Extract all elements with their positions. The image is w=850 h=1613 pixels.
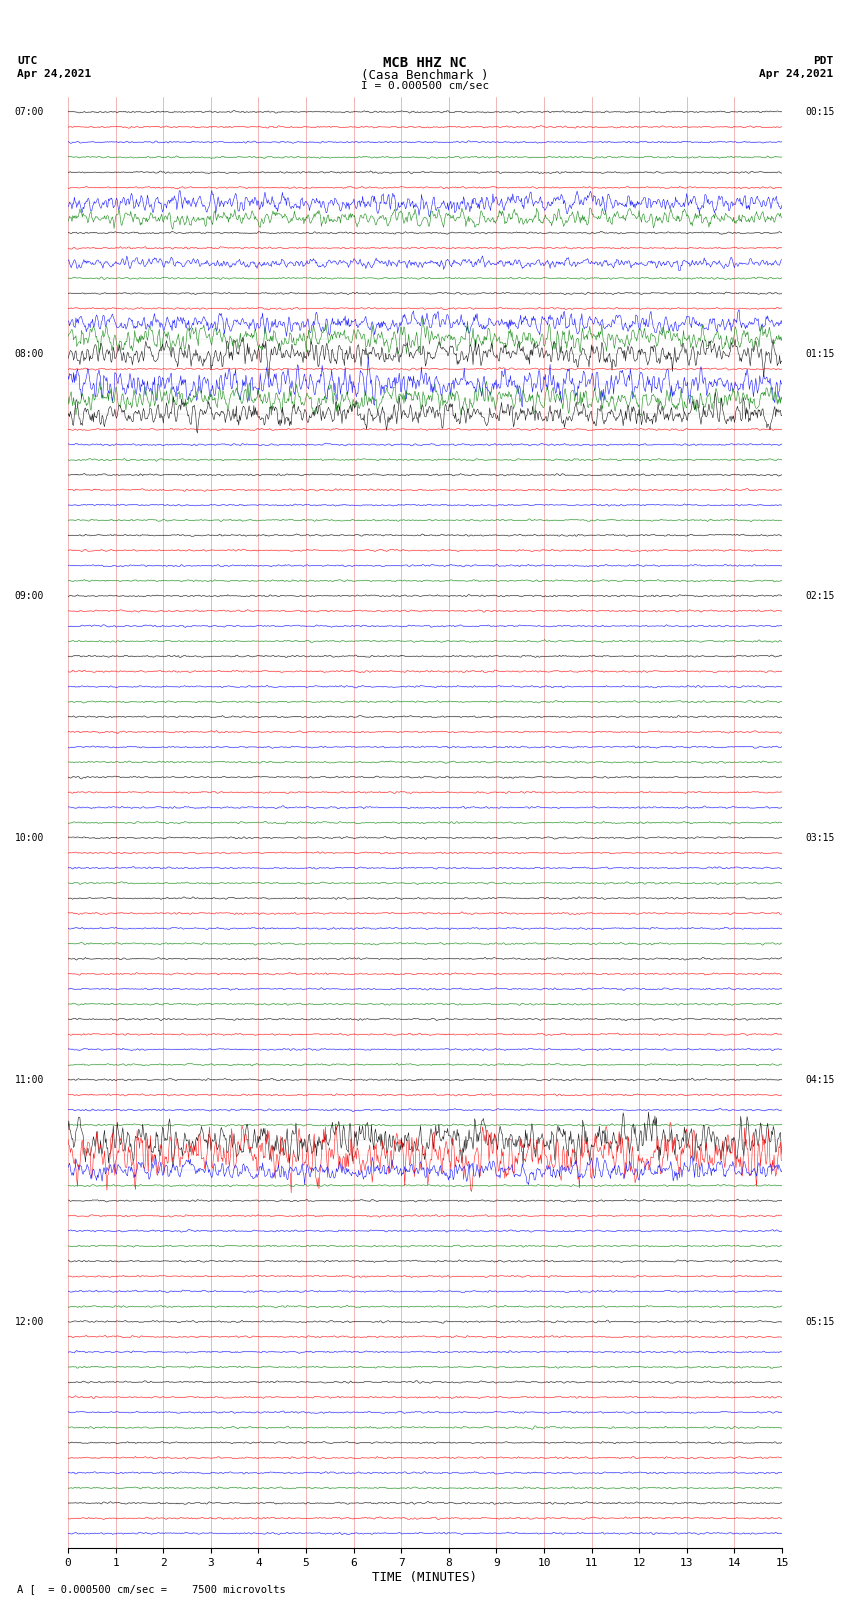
Text: Apr 24,2021: Apr 24,2021 <box>17 69 91 79</box>
Text: (Casa Benchmark ): (Casa Benchmark ) <box>361 69 489 82</box>
Text: 03:15: 03:15 <box>806 832 836 842</box>
Text: 04:15: 04:15 <box>806 1074 836 1084</box>
Text: 09:00: 09:00 <box>14 590 44 600</box>
Text: UTC: UTC <box>17 56 37 66</box>
Text: PDT: PDT <box>813 56 833 66</box>
Text: A [  = 0.000500 cm/sec =    7500 microvolts: A [ = 0.000500 cm/sec = 7500 microvolts <box>17 1584 286 1594</box>
Text: MCB HHZ NC: MCB HHZ NC <box>383 56 467 71</box>
Text: Apr 24,2021: Apr 24,2021 <box>759 69 833 79</box>
Text: 11:00: 11:00 <box>14 1074 44 1084</box>
Text: 00:15: 00:15 <box>806 106 836 116</box>
Text: I = 0.000500 cm/sec: I = 0.000500 cm/sec <box>361 81 489 90</box>
Text: 05:15: 05:15 <box>806 1316 836 1326</box>
Text: 01:15: 01:15 <box>806 348 836 358</box>
Text: 10:00: 10:00 <box>14 832 44 842</box>
Text: 08:00: 08:00 <box>14 348 44 358</box>
Text: 02:15: 02:15 <box>806 590 836 600</box>
Text: 07:00: 07:00 <box>14 106 44 116</box>
Text: 12:00: 12:00 <box>14 1316 44 1326</box>
X-axis label: TIME (MINUTES): TIME (MINUTES) <box>372 1571 478 1584</box>
